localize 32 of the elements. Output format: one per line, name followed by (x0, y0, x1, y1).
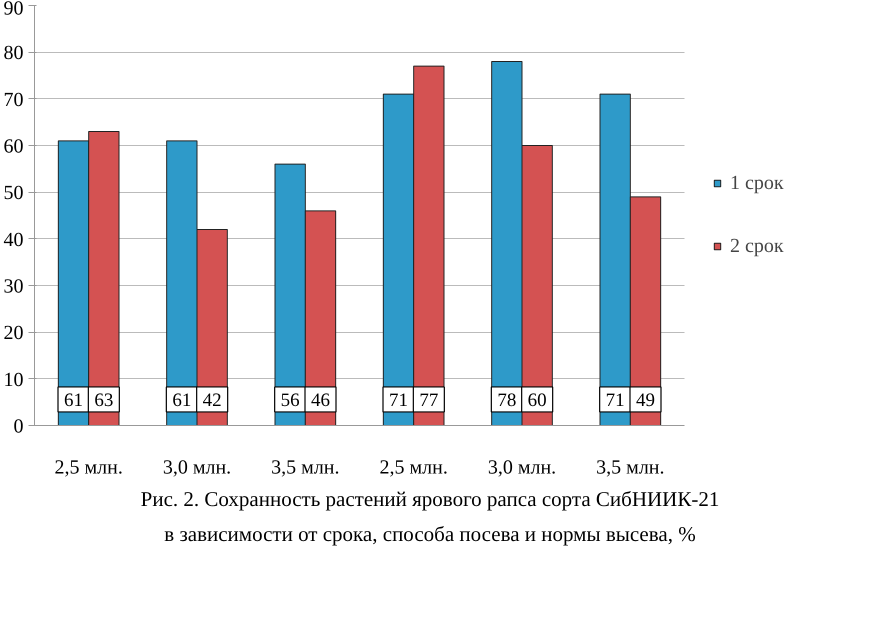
y-tick-label: 40 (4, 228, 24, 251)
data-label: 61 (64, 390, 83, 411)
data-label: 42 (202, 390, 222, 411)
y-tick-label: 90 (4, 0, 24, 20)
data-label: 71 (606, 390, 625, 411)
y-tick-label: 60 (4, 136, 24, 158)
data-label: 49 (636, 390, 655, 411)
y-tick-label: 50 (4, 182, 24, 204)
y-tick-label: 70 (4, 88, 24, 111)
x-tick-label: 3,5 млн. (596, 456, 665, 478)
y-tick-label: 30 (4, 276, 24, 298)
data-label: 46 (311, 390, 330, 411)
y-tick-label: 0 (14, 416, 24, 438)
y-tick-label: 10 (4, 368, 24, 391)
x-tick-label: 2,5 млн. (379, 456, 448, 478)
data-label: 63 (94, 390, 114, 411)
legend-label: 1 срок (730, 172, 784, 194)
data-label: 60 (528, 390, 547, 411)
data-label: 71 (389, 390, 408, 411)
x-tick-label: 3,5 млн. (271, 456, 340, 478)
text: в зависимости от срока, способа посева и нормы высева, % (164, 522, 696, 546)
y-tick-label: 80 (4, 42, 24, 64)
x-tick-label: 3,0 млн. (162, 456, 232, 478)
data-label: 77 (419, 390, 438, 411)
legend-label: 2 срок (730, 234, 784, 258)
data-label: 78 (497, 390, 516, 411)
data-label: 61 (172, 390, 192, 411)
x-tick-label: 3,0 млн. (488, 456, 556, 478)
x-tick-label: 2,5 млн. (54, 456, 123, 478)
text: Рис. 2. Сохранность растений ярового рапса сорта СибНИИК-21 (140, 487, 720, 512)
y-tick-label: 20 (4, 322, 24, 344)
data-label: 56 (280, 390, 300, 411)
